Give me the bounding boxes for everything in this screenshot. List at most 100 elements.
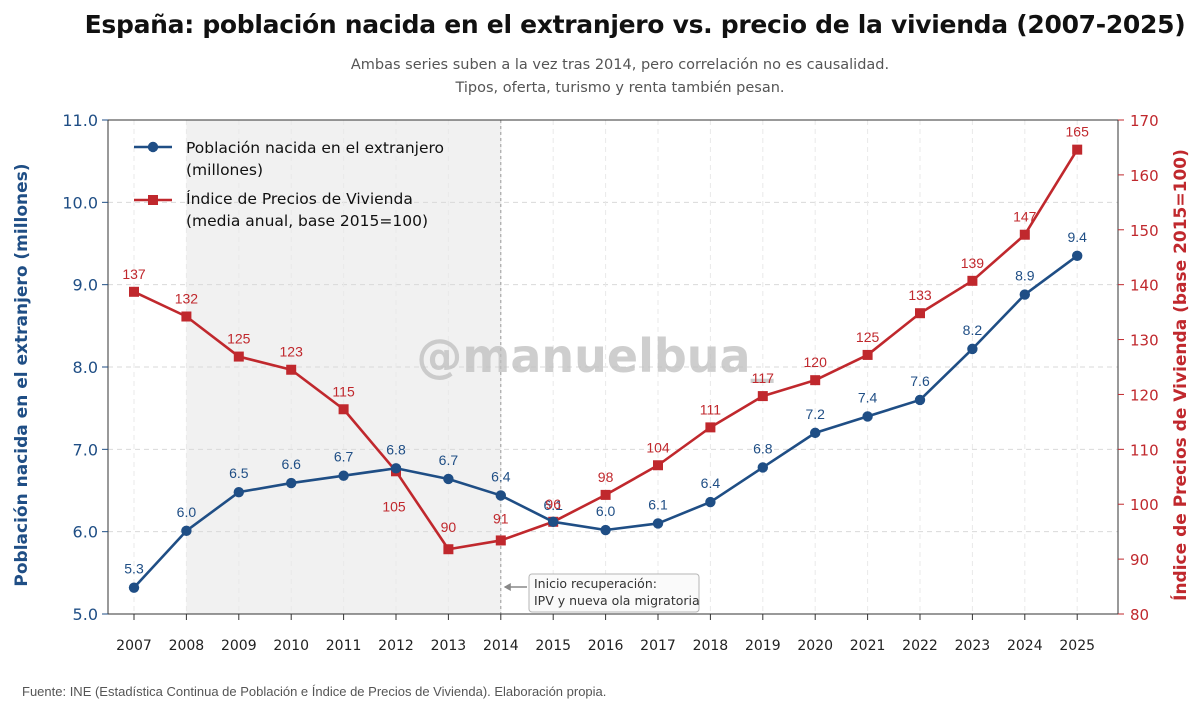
housing-price-index-point	[915, 308, 925, 319]
foreign-born-population-label: 9.4	[1067, 229, 1087, 245]
housing-price-index-point	[181, 311, 192, 322]
legend-marker-population	[147, 141, 159, 153]
left-axis-title: Población nacida en el extranjero (millo…	[12, 163, 32, 586]
x-tick-label: 2011	[326, 638, 362, 654]
foreign-born-population-label: 6.0	[177, 504, 197, 520]
foreign-born-population-point	[443, 473, 454, 485]
foreign-born-population-label: 6.4	[491, 468, 511, 484]
foreign-born-population-label: 5.3	[124, 561, 144, 577]
housing-price-index-point	[810, 375, 821, 386]
housing-price-index-point	[233, 351, 244, 362]
housing-price-index-point	[1072, 144, 1083, 155]
foreign-born-population-label: 6.8	[386, 441, 406, 457]
right-tick-label: 110	[1130, 441, 1159, 459]
x-tick-label: 2024	[1007, 638, 1043, 654]
foreign-born-population-point	[181, 525, 192, 537]
foreign-born-population-label: 8.2	[963, 322, 983, 338]
x-tick-label: 2013	[431, 638, 467, 654]
right-tick-label: 170	[1130, 112, 1159, 130]
foreign-born-population-point	[600, 524, 611, 536]
x-tick-label: 2019	[745, 638, 781, 654]
foreign-born-population-label: 6.7	[334, 449, 354, 465]
foreign-born-population-point	[810, 427, 821, 439]
x-tick-label: 2018	[693, 638, 729, 654]
watermark: @manuelbua_	[416, 329, 773, 383]
housing-price-index-label: 125	[227, 331, 251, 347]
housing-price-index-point	[443, 544, 454, 555]
housing-price-index-label: 115	[332, 383, 355, 399]
legend-label-population: Población nacida en el extranjero	[186, 139, 444, 157]
foreign-born-population-label: 6.5	[229, 465, 249, 481]
housing-price-index-label: 133	[908, 287, 932, 303]
x-tick-label: 2017	[640, 638, 676, 654]
right-tick-label: 80	[1130, 606, 1149, 624]
housing-price-index-point	[129, 286, 139, 297]
source-note: Fuente: INE (Estadística Continua de Pob…	[22, 684, 607, 699]
housing-price-index-label: 132	[175, 291, 199, 307]
foreign-born-population-label: 7.6	[910, 373, 930, 389]
foreign-born-population-point	[390, 463, 402, 474]
left-tick-label: 7.0	[73, 440, 98, 459]
foreign-born-population-label: 6.1	[648, 496, 668, 512]
foreign-born-population-label: 6.1	[543, 497, 563, 513]
housing-price-index-label: 91	[493, 510, 509, 526]
foreign-born-population-label: 7.2	[805, 406, 825, 422]
housing-price-index-label: 123	[280, 344, 304, 360]
legend-label-population: (millones)	[186, 161, 263, 179]
housing-price-index-point	[286, 364, 297, 375]
x-tick-label: 2015	[535, 638, 571, 654]
housing-price-index-label: 96	[545, 496, 561, 512]
housing-price-index-point	[600, 489, 611, 500]
housing-price-index-point	[967, 275, 978, 286]
foreign-born-population-point	[757, 462, 768, 473]
housing-price-index-label: 90	[441, 519, 457, 535]
left-tick-label: 8.0	[73, 358, 98, 377]
foreign-born-population-point	[286, 477, 297, 489]
foreign-born-population-label: 6.0	[596, 503, 616, 519]
left-tick-label: 6.0	[73, 523, 98, 542]
left-tick-label: 11.0	[62, 111, 98, 130]
annotation-box	[528, 573, 700, 613]
legend-label-housing: (media anual, base 2015=100)	[186, 212, 428, 230]
housing-price-index-point	[338, 404, 349, 415]
chart-subtitle-line-2: Tipos, oferta, turismo y renta también p…	[455, 80, 785, 96]
x-tick-label: 2012	[378, 638, 414, 654]
housing-price-index-label: 120	[804, 354, 828, 370]
right-axis-title: Índice de Precios de Vivienda (base 2015…	[1169, 149, 1191, 601]
foreign-born-population-point	[128, 582, 140, 593]
housing-price-index-label: 147	[1013, 209, 1037, 225]
annotation-text: Inicio recuperación:	[534, 576, 657, 591]
housing-price-index-label: 104	[646, 439, 670, 455]
housing-price-index-label: 165	[1066, 124, 1090, 140]
right-tick-label: 160	[1130, 167, 1159, 185]
left-tick-label: 5.0	[73, 605, 98, 624]
foreign-born-population-label: 8.9	[1015, 268, 1035, 284]
foreign-born-population-point	[862, 411, 873, 422]
x-tick-label: 2016	[588, 638, 624, 654]
foreign-born-population-point	[914, 394, 926, 406]
annotation-arrowhead	[503, 583, 511, 591]
housing-price-index-point	[757, 391, 768, 402]
foreign-born-population-label: 6.4	[701, 475, 721, 491]
foreign-born-population-point	[548, 516, 559, 527]
housing-price-index-label: 117	[752, 370, 775, 386]
x-tick-label: 2010	[273, 638, 309, 654]
right-tick-label: 120	[1130, 386, 1159, 404]
housing-price-index-point	[653, 460, 663, 471]
x-tick-label: 2025	[1059, 638, 1095, 654]
right-tick-label: 100	[1130, 496, 1159, 514]
foreign-born-population-label: 6.8	[753, 440, 773, 456]
x-tick-label: 2021	[850, 638, 886, 654]
right-tick-label: 90	[1130, 551, 1149, 569]
foreign-born-population-point	[495, 490, 506, 501]
foreign-born-population-point	[1072, 250, 1083, 262]
x-tick-label: 2014	[483, 638, 519, 654]
foreign-born-population-point	[652, 518, 664, 529]
foreign-born-population-point	[338, 470, 349, 481]
right-tick-label: 150	[1130, 222, 1159, 240]
foreign-born-population-label: 6.7	[439, 452, 459, 468]
chart-title: España: población nacida en el extranjer…	[84, 10, 1186, 39]
housing-price-index-point	[862, 349, 873, 360]
foreign-born-population-label: 7.4	[858, 389, 878, 405]
